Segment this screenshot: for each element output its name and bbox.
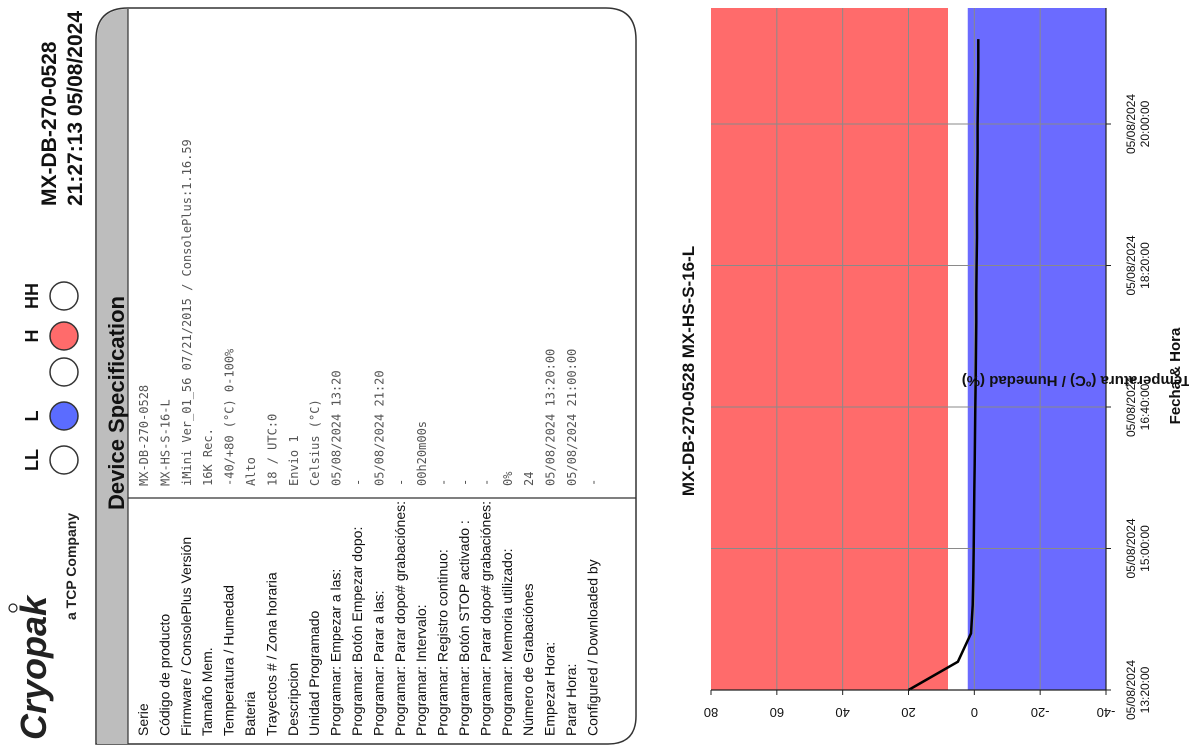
- spec-row-value: 16K Rec.: [201, 428, 215, 486]
- spec-row-label: Empezar Hora:: [542, 642, 558, 736]
- spec-row-value: 00h20m00s: [415, 421, 429, 486]
- tick-label-time: 15:00:00: [1138, 525, 1152, 572]
- tick-label-date: 05/08/2024: [1124, 377, 1138, 437]
- spec-box-border: [95, 7, 637, 745]
- chart-ylabel: Temperatura (ºC) / Humedad (%): [962, 372, 1189, 389]
- spec-row-value: iMini Ver_01_56 07/21/2015 / ConsolePlus…: [180, 139, 194, 486]
- spec-title: Device Specification: [104, 296, 129, 510]
- spec-row-label: Programar: Parar dopo# grabaciónes:: [477, 501, 493, 736]
- spec-row-label: Programar: Empezar a las:: [328, 569, 344, 736]
- header-serial: MX-DB-270-0528: [38, 41, 61, 206]
- chart-title: MX-DB-270-0528 MX-HS-S-16-L: [679, 246, 698, 496]
- spec-row-value: 0%: [501, 471, 515, 486]
- spec-row-label: Programar: Registro continuo:: [435, 549, 451, 736]
- spec-row-value: -: [479, 479, 493, 486]
- spec-row-label: Bateria: [242, 691, 258, 736]
- spec-row-value: Envio 1: [287, 435, 301, 486]
- alarm-indicator-l: [49, 401, 79, 431]
- spec-row-label: Descripcion: [285, 663, 301, 736]
- spec-row-label: Tamaño Mem.: [199, 647, 215, 736]
- alarm-indicator-mid: [49, 357, 79, 387]
- tick-label-temp: 20: [901, 705, 915, 720]
- spec-row-value: MX-DB-270-0528: [137, 385, 151, 486]
- spec-row-value: -: [394, 479, 408, 486]
- alarm-indicator-hh: [49, 281, 79, 311]
- spec-row-label: Programar: Intervalo:: [413, 605, 429, 737]
- spec-row-label: Firmware / ConsolePlus Versión: [178, 537, 194, 736]
- spec-row-label: Programar: Botón Empezar dopo:: [349, 527, 365, 736]
- spec-table: Serie MX-DB-270-0528 Código de producto MX-…: [135, 139, 600, 736]
- spec-row-value: Alto: [244, 457, 258, 486]
- header-timestamp: 21:27:13 05/08/2024: [64, 11, 87, 206]
- spec-row-label: Configured / Downloaded by: [584, 559, 600, 736]
- spec-row-label: Unidad Programado: [306, 610, 322, 736]
- tick-label-date: 05/08/2024: [1124, 660, 1138, 720]
- spec-row-label: Número de Grabaciónes: [520, 583, 536, 736]
- spec-row-label: Programar: Memoria utilizado:: [499, 548, 515, 736]
- spec-row-value: 18 / UTC:0: [265, 414, 279, 486]
- tick-label-time: 20:00:00: [1138, 100, 1152, 147]
- band-high: [711, 8, 948, 690]
- spec-row-label: Serie: [135, 703, 151, 736]
- spec-row-value: Celsius (°C): [308, 399, 322, 486]
- spec-row-label: Código de producto: [156, 614, 172, 736]
- tick-label-temp: -20: [1031, 705, 1050, 720]
- tick-label-temp: 0: [971, 705, 978, 720]
- chart-series: [907, 39, 980, 692]
- alarm-label-h: H: [22, 330, 42, 343]
- tick-label-date: 05/08/2024: [1124, 518, 1138, 578]
- chart-axes: 80 60 40 20 0 -20 -40 05/08/2024 13:20:0005/08/2…: [704, 8, 1152, 720]
- tick-label-temp: -40: [1097, 705, 1116, 720]
- spec-row-label: Programar: Parar dopo# grabaciónes:: [392, 501, 408, 736]
- spec-title-band: [97, 9, 128, 744]
- tick-label-date: 05/08/2024: [1124, 94, 1138, 154]
- alarm-label-l: L: [22, 411, 42, 422]
- spec-row-label: Programar: Botón STOP activado :: [456, 520, 472, 736]
- spec-row-value: 24: [522, 472, 536, 486]
- spec-row-value: 05/08/2024 21:00:00: [565, 349, 579, 486]
- tick-label-time: 16:40:00: [1138, 383, 1152, 430]
- spec-row-value: -: [437, 479, 451, 486]
- band-low: [967, 8, 1106, 690]
- chart-section: 80 60 40 20 0 -20 -40 05/08/2024 13:20:0005/08/2…: [679, 8, 1189, 720]
- tick-label-temp: 80: [704, 705, 718, 720]
- spec-row-value: 05/08/2024 13:20: [330, 370, 344, 486]
- spec-row-value: -: [351, 479, 365, 486]
- tick-label-temp: 60: [770, 705, 784, 720]
- alarm-label-hh: HH: [22, 283, 42, 309]
- tick-label-time: 18:20:00: [1138, 242, 1152, 289]
- brand-tagline: a TCP Company: [63, 513, 79, 620]
- alarm-indicator-h: [49, 321, 79, 351]
- spec-row-value: MX-HS-S-16-L: [158, 399, 172, 486]
- alarm-label-ll: LL: [22, 449, 42, 471]
- registered-mark-icon: [8, 603, 18, 613]
- spec-row-value: 05/08/2024 13:20:00: [544, 349, 558, 486]
- series-line-0: [907, 39, 980, 692]
- alarm-indicator-ll: [49, 445, 79, 475]
- spec-row-value: -: [458, 479, 472, 486]
- spec-row-label: Trayectos # / Zona horaria: [263, 572, 279, 736]
- chart-grid: [711, 8, 1106, 690]
- spec-row-value: -: [586, 479, 600, 486]
- tick-label-time: 13:20:00: [1138, 666, 1152, 713]
- brand-logo: Cryopak: [13, 594, 54, 740]
- spec-row-label: Parar Hora:: [563, 664, 579, 736]
- spec-row-value: -40/+80 (°C) 0-100%: [223, 348, 237, 486]
- tick-label-temp: 40: [835, 705, 849, 720]
- tick-label-date: 05/08/2024: [1124, 235, 1138, 295]
- spec-row-value: 05/08/2024 21:20: [372, 370, 386, 486]
- spec-row-label: Programar: Parar a las:: [370, 591, 386, 737]
- chart-xlabel: Fecha & Hora: [1167, 327, 1184, 424]
- spec-row-label: Temperatura / Humedad: [221, 585, 237, 736]
